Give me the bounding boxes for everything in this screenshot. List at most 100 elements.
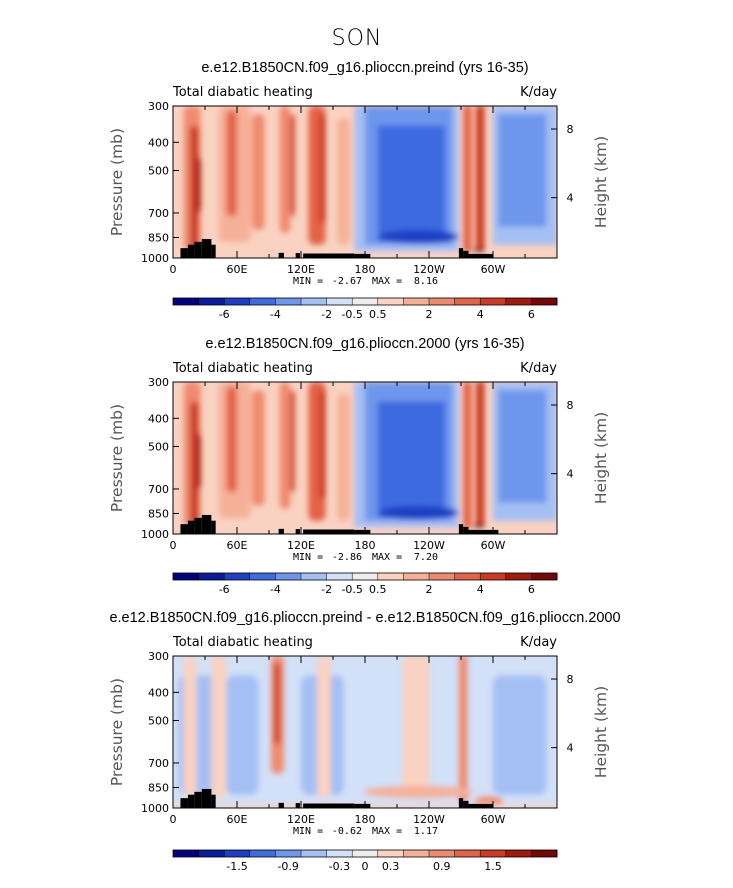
height-tick-label: 8 — [567, 123, 574, 136]
panel-2: e.e12.B1850CN.f09_g16.plioccn.2000 (yrs … — [108, 336, 610, 596]
max-label: MAX = — [372, 826, 402, 837]
colorbar-swatch — [301, 850, 328, 857]
colorbar-swatch — [198, 573, 225, 580]
height-tick-label: 4 — [567, 192, 574, 205]
colorbar-swatch — [326, 573, 353, 580]
colorbar-swatch — [480, 298, 507, 305]
topography-mask — [463, 800, 469, 808]
topography-mask — [295, 253, 300, 258]
height-tick-label: 4 — [567, 742, 574, 755]
field-patch — [378, 229, 459, 244]
field-patch — [363, 785, 474, 798]
topography-mask — [194, 791, 202, 808]
colorbar-swatch — [480, 850, 507, 857]
colorbar-label: 0.5 — [369, 583, 387, 596]
colorbar: -6 -4 -2 -0.5 0.5 2 4 6 — [172, 572, 558, 596]
panel-1: e.e12.B1850CN.f09_g16.plioccn.preind (yr… — [108, 60, 610, 321]
topography-mask — [354, 803, 371, 808]
y-tick-label: 1000 — [141, 802, 169, 815]
colorbar-swatch — [224, 573, 251, 580]
field-patch — [274, 664, 280, 744]
colorbar-swatch — [429, 573, 456, 580]
topography-mask — [303, 529, 355, 534]
panel-title: e.e12.B1850CN.f09_g16.plioccn.preind - e… — [109, 610, 620, 626]
height-tick-label: 8 — [567, 673, 574, 686]
colorbar-swatch — [275, 850, 302, 857]
max-label: MAX = — [372, 552, 402, 563]
panel-title: e.e12.B1850CN.f09_g16.plioccn.2000 (yrs … — [205, 336, 524, 352]
x-tick-label: 0 — [170, 263, 177, 276]
colorbar-swatch — [403, 298, 430, 305]
topography-mask — [194, 517, 202, 534]
colorbar-label: -1.5 — [226, 860, 247, 873]
topography-mask — [458, 524, 464, 534]
colorbar: -6 -4 -2 -0.5 0.5 2 4 6 — [172, 297, 558, 321]
y-tick-label: 500 — [148, 164, 169, 177]
field-patch — [190, 401, 199, 528]
colorbar-swatch — [173, 850, 200, 857]
x-tick-label: 120W — [413, 813, 445, 826]
field-shading — [173, 382, 557, 534]
max-value: 7.20 — [414, 552, 438, 563]
colorbar-swatch — [454, 298, 481, 305]
y-tick-label: 850 — [148, 781, 169, 794]
colorbar-swatch — [403, 573, 430, 580]
topography-mask — [278, 802, 284, 808]
x-tick-label: 60W — [481, 813, 506, 826]
topography-mask — [463, 250, 469, 258]
colorbar-swatch — [198, 850, 225, 857]
field-patch — [337, 394, 351, 521]
field-patch — [196, 433, 201, 489]
figure-title: SON — [332, 26, 383, 51]
field-patch — [377, 125, 445, 242]
colorbar-label: 0.5 — [369, 308, 387, 321]
y-tick-label: 400 — [148, 412, 169, 425]
field-patch — [251, 114, 265, 230]
field-patch — [251, 390, 265, 506]
field-patch — [226, 675, 259, 795]
colorbar-swatch — [377, 573, 404, 580]
colorbar-label: -0.5 — [341, 583, 362, 596]
field-patch — [290, 114, 295, 217]
colorbar-swatch — [531, 298, 558, 305]
colorbar-swatch — [454, 850, 481, 857]
topography-mask — [278, 252, 284, 258]
colorbar-swatch — [505, 850, 532, 857]
colorbar: -1.5 -0.9 -0.3 0 0.3 0.9 1.5 — [172, 849, 558, 873]
colorbar-swatch — [429, 850, 456, 857]
colorbar-label: 6 — [528, 583, 535, 596]
y-tick-label: 700 — [148, 483, 169, 496]
field-patch — [211, 656, 227, 798]
topography-mask — [303, 253, 355, 258]
right-string: K/day — [520, 361, 557, 376]
min-value: -0.62 — [332, 826, 362, 837]
colorbar-label: 0.3 — [382, 860, 400, 873]
colorbar-label: 0.9 — [433, 860, 451, 873]
y-tick-label: 300 — [148, 100, 169, 113]
topography-mask — [295, 803, 300, 808]
colorbar-swatch — [301, 298, 328, 305]
y-axis-label: Pressure (mb) — [108, 128, 126, 236]
colorbar-swatch — [403, 850, 430, 857]
min-value: -2.67 — [332, 276, 362, 287]
field-patch — [498, 114, 547, 227]
panel-title: e.e12.B1850CN.f09_g16.plioccn.preind (yr… — [201, 60, 528, 76]
y-tick-label: 400 — [148, 686, 169, 699]
field-patch — [377, 401, 445, 518]
x-tick-label: 60E — [227, 813, 248, 826]
max-label: MAX = — [372, 276, 402, 287]
height-tick-label: 4 — [567, 468, 574, 481]
colorbar-label: -4 — [270, 583, 281, 596]
colorbar-swatch — [249, 850, 276, 857]
x-tick-label: 180 — [355, 813, 376, 826]
topography-mask — [187, 520, 195, 534]
topography-mask — [354, 529, 371, 534]
topography-mask — [468, 253, 493, 258]
field-layer — [173, 382, 557, 534]
topography-mask — [180, 798, 188, 808]
left-string: Total diabatic heating — [172, 85, 313, 100]
topography-mask — [303, 803, 355, 808]
y-axis-label: Pressure (mb) — [108, 678, 126, 786]
y2-axis-label: Height (km) — [592, 136, 610, 228]
